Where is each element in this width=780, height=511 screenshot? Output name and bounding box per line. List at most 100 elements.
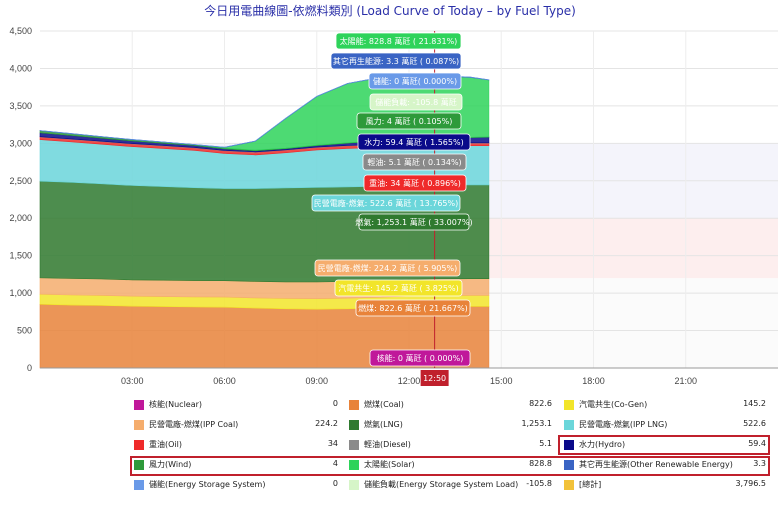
x-tick-label: 21:00 [674,376,697,386]
legend-swatch-diesel [349,440,359,450]
tooltip-text-diesel: 輕油: 5.1 萬瓩 ( 0.134%) [367,157,461,167]
legend-label: 汽電共生(Co-Gen) [579,400,648,409]
tooltip-text-storage_load: 儲能負載: -105.8 萬瓩 [375,97,457,107]
legend-label: 民營電廠-燃煤(IPP Coal) [149,420,239,429]
legend-item-nuclear[interactable]: 核能(Nuclear) 0 [130,397,338,413]
legend-value: 5.1 [539,439,552,448]
legend-label: 核能(Nuclear) [149,400,203,409]
legend-swatch-nuclear [134,400,144,410]
tooltip-ipp_coal [314,259,461,277]
legend-item-oil[interactable]: 重油(Oil) 34 [130,437,338,453]
legend-value: 4 [332,459,338,468]
legend-label: 儲能(Energy Storage System) [149,480,266,489]
tooltip-text-cogen: 汽電共生: 145.2 萬瓩 ( 3.825%) [338,283,459,293]
tooltip-cogen [334,279,463,297]
y-tick-label: 1,000 [9,288,32,298]
y-tick-label: 1,500 [9,251,32,261]
x-tick-label: 09:00 [305,376,328,386]
tooltip-lng [358,213,470,231]
tooltip-text-hydro: 水力: 59.4 萬瓩 ( 1.565%) [364,137,463,147]
tooltip-hydro [357,133,471,151]
legend-value: 3.3 [753,459,766,468]
tooltip-solar [335,32,462,50]
legend-label: 輕油(Diesel) [364,440,411,449]
current-time-badge [420,370,449,386]
legend-value: -105.8 [526,479,552,488]
legend-item-wind[interactable]: 風力(Wind) 4 [130,457,338,473]
legend-value: 3,796.5 [735,479,766,488]
tooltip-text-ipp_lng: 民營電廠-燃氣: 522.6 萬瓩 ( 13.765%) [314,198,459,208]
legend-swatch-total [564,480,574,490]
legend-item-diesel[interactable]: 輕油(Diesel) 5.1 [345,437,552,453]
legend-label: 其它再生能源(Other Renewable Energy) [579,460,733,469]
legend-value: 34 [327,439,338,448]
tooltip-storage [368,72,462,90]
legend-row: 儲能(Energy Storage System) 0 儲能負載(Energy St… [130,477,770,493]
legend-item-ipp_coal[interactable]: 民營電廠-燃煤(IPP Coal) 224.2 [130,417,338,433]
tooltip-other_renew [330,52,462,70]
load-curve-chart: 0 500 1,000 1,500 2,000 2,500 3,000 3,500 4,000 4… [9,26,778,386]
legend-label: 燃氣(LNG) [364,420,403,429]
tooltip-text-nuclear: 核能: 0 萬瓩 ( 0.000%) [377,353,464,363]
legend-value: 0 [332,399,338,408]
legend-item-other_renew[interactable]: 其它再生能源(Other Renewable Energy) 3.3 [560,457,766,473]
legend-item-ipp_lng[interactable]: 民營電廠-燃氣(IPP LNG) 522.6 [560,417,766,433]
legend-label: 民營電廠-燃氣(IPP LNG) [579,420,668,429]
highlight-box-hydro [558,435,770,455]
legend-label: 燃煤(Coal) [364,400,404,409]
legend-item-storage[interactable]: 儲能(Energy Storage System) 0 [130,477,338,493]
legend-item-total[interactable]: [總計] 3,796.5 [560,477,766,493]
legend-label: [總計] [579,480,602,489]
tooltip-text-wind: 風力: 4 萬瓩 ( 0.105%) [366,116,453,126]
legend-value: 1,253.1 [521,419,552,428]
area-storage[interactable] [39,75,489,148]
legend-value: 828.8 [529,459,552,468]
y-tick-label: 4,000 [9,63,32,73]
legend-swatch-coal [349,400,359,410]
legend-swatch-oil [134,440,144,450]
legend-value: 224.2 [315,419,338,428]
tooltip-wind [356,112,462,130]
legend-item-solar[interactable]: 太陽能(Solar) 828.8 [345,457,552,473]
tooltip-coal [355,299,471,317]
legend-swatch-wind [134,460,144,470]
legend-item-lng[interactable]: 燃氣(LNG) 1,253.1 [345,417,552,433]
chart-title: 今日用電曲線圖-依燃料類別 (Load Curve of Today – by … [204,4,576,18]
x-tick-label: 06:00 [213,376,236,386]
legend-item-cogen[interactable]: 汽電共生(Co-Gen) 145.2 [560,397,766,413]
legend-value: 145.2 [743,399,766,408]
legend-label: 重油(Oil) [149,440,182,449]
tooltip-oil [363,174,467,192]
legend-swatch-solar [349,460,359,470]
x-tick-label: 15:00 [490,376,513,386]
tooltip-nuclear [369,349,471,367]
x-tick-label: 03:00 [121,376,144,386]
tooltip-text-solar: 太陽能: 828.8 萬瓩 ( 21.831%) [340,36,458,46]
legend-swatch-storage [134,480,144,490]
legend-item-coal[interactable]: 燃煤(Coal) 822.6 [345,397,552,413]
legend-swatch-ipp_lng [564,420,574,430]
tooltip-text-lng: 燃氣: 1,253.1 萬瓩 ( 33.007%) [355,217,472,227]
tooltip-text-oil: 重油: 34 萬瓩 ( 0.896%) [369,178,461,188]
tooltip-text-other_renew: 其它再生能源: 3.3 萬瓩 ( 0.087%) [333,56,459,66]
legend-swatch-other_renew [564,460,574,470]
legend-value: 59.4 [748,439,766,448]
highlight-box-wind-solar-other [130,456,770,476]
legend-swatch-lng [349,420,359,430]
legend-item-storage_load[interactable]: 儲能負載(Energy Storage System Load) -105.8 [345,477,552,493]
legend-swatch-hydro [564,440,574,450]
legend-label: 太陽能(Solar) [364,460,415,469]
current-time-label: 12:50 [423,374,446,383]
tooltip-ipp_lng [311,194,461,212]
legend-row: 重油(Oil) 34 輕油(Diesel) 5.1 水力(Hydro) 59.4 [130,437,770,453]
x-tick-label: 18:00 [582,376,605,386]
tooltip-text-storage: 儲能: 0 萬瓩( 0.000%) [373,76,457,86]
legend-swatch-cogen [564,400,574,410]
y-tick-label: 0 [27,363,32,373]
y-tick-label: 3,500 [9,101,32,111]
legend-swatch-storage_load [349,480,359,490]
y-tick-label: 3,000 [9,138,32,148]
tooltip-diesel [362,153,467,171]
legend-item-hydro[interactable]: 水力(Hydro) 59.4 [560,437,766,453]
y-tick-label: 4,500 [9,26,32,36]
